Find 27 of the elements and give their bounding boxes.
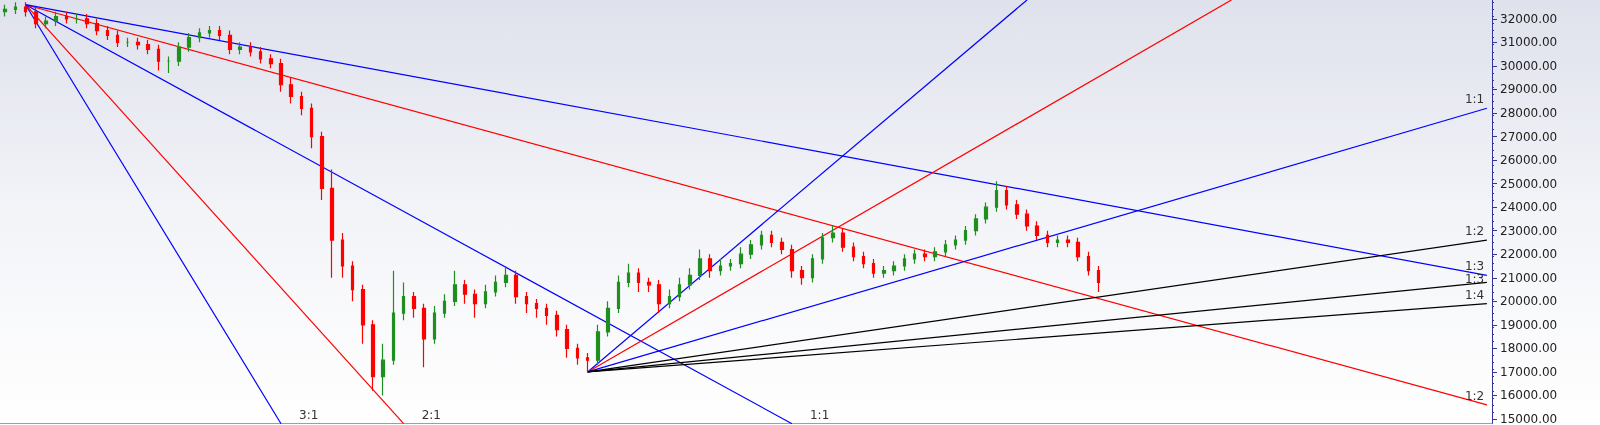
series-label: 1:2	[1464, 388, 1485, 403]
y-tick-label: 21000.00	[1500, 270, 1558, 285]
series-label: 1:3	[1464, 259, 1485, 274]
y-tick-label: 15000.00	[1500, 412, 1558, 425]
y-tick-label: 25000.00	[1500, 176, 1558, 191]
series-label: 3:1	[299, 407, 319, 422]
series-label: 1:1	[809, 407, 830, 422]
y-tick-label: 19000.00	[1500, 317, 1558, 332]
series-label: 1:4	[1464, 287, 1485, 302]
series-label: 1:1	[1464, 92, 1485, 107]
y-tick-label: 29000.00	[1500, 82, 1558, 97]
y-tick-label: 24000.00	[1500, 200, 1558, 215]
y-tick-label: 22000.00	[1500, 247, 1558, 262]
y-tick-label: 27000.00	[1500, 129, 1558, 144]
y-tick-label: 23000.00	[1500, 223, 1558, 238]
y-tick-label: 26000.00	[1500, 153, 1558, 168]
y-tick-label: 31000.00	[1500, 35, 1558, 50]
y-tick-label: 32000.00	[1500, 11, 1558, 26]
y-tick-label: 30000.00	[1500, 58, 1558, 73]
y-tick-label: 18000.00	[1500, 341, 1558, 356]
y-tick-label: 17000.00	[1500, 364, 1558, 379]
series-label: 2:1	[421, 407, 441, 422]
y-tick-label: 20000.00	[1500, 294, 1558, 309]
y-tick-label: 28000.00	[1500, 105, 1558, 120]
series-label: 1:2	[1464, 224, 1485, 239]
series-label: 1:3	[1464, 272, 1485, 287]
y-tick-label: 16000.00	[1500, 388, 1558, 403]
